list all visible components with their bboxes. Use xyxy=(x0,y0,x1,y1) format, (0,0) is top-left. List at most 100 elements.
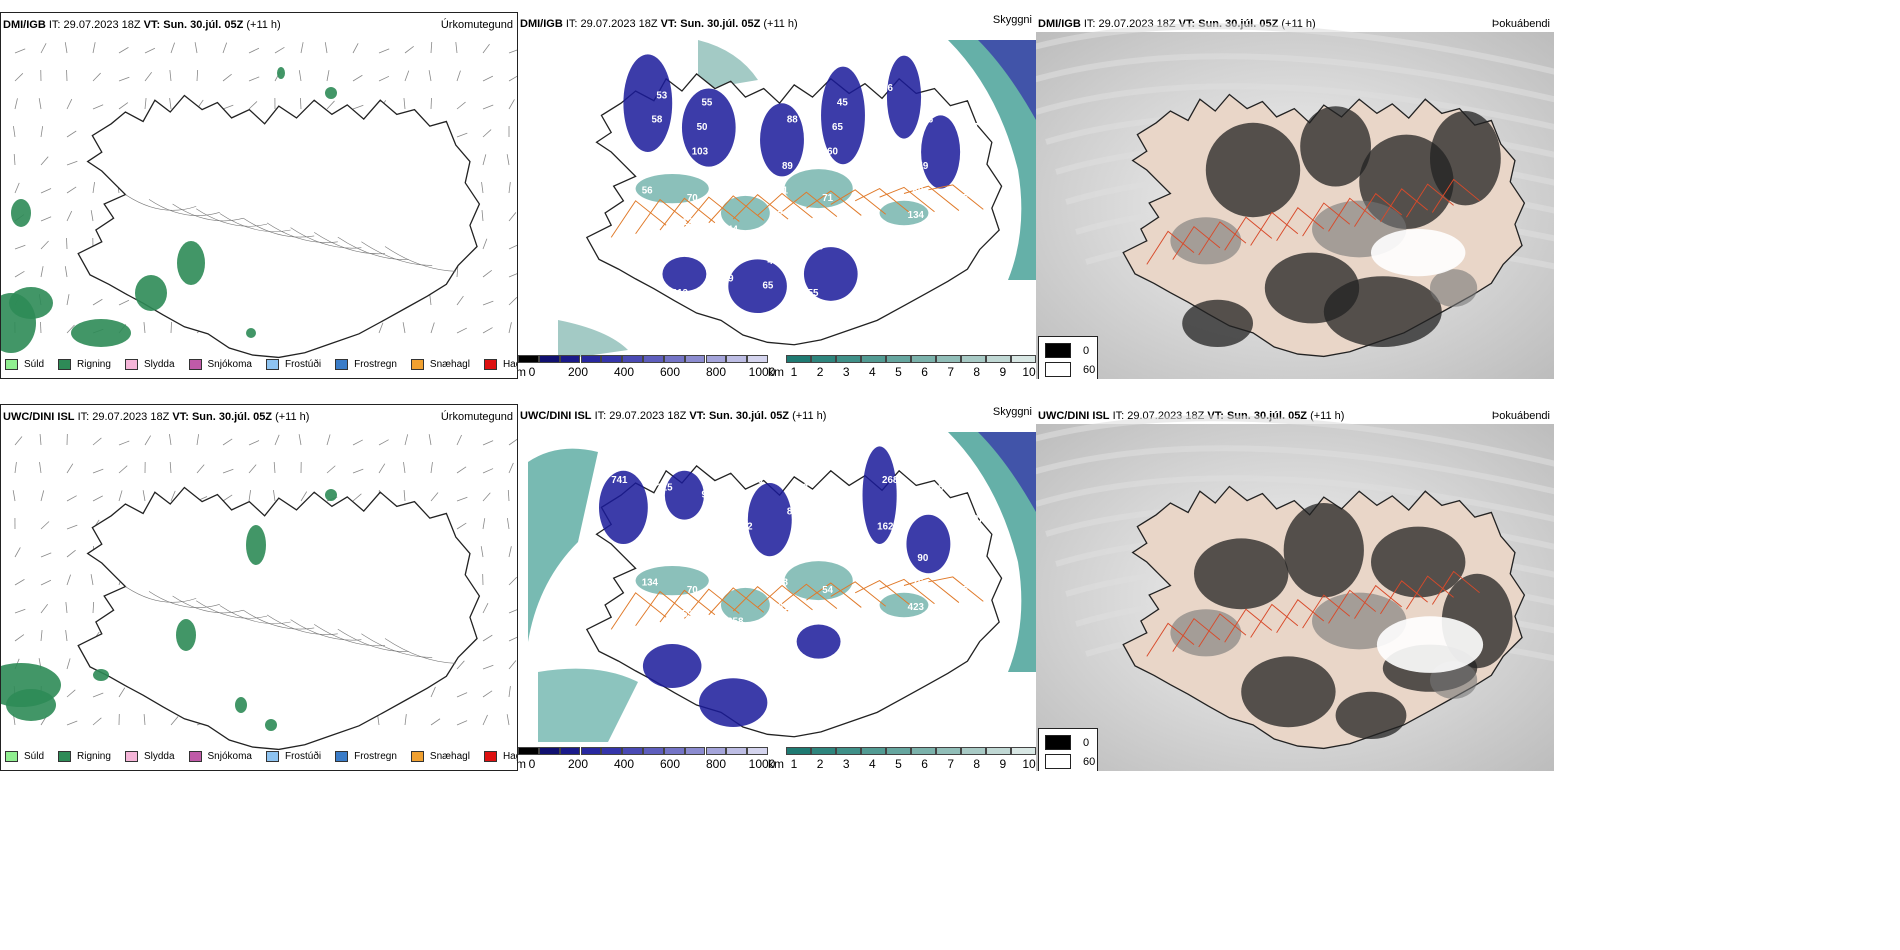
map-value-label: 56 xyxy=(922,115,933,126)
panel-title: Skyggni xyxy=(992,406,1032,418)
cloud-panel-bottom: UWC/DINI ISL IT: 29.07.2023 18Z VT: Sun.… xyxy=(1036,404,1554,771)
colorbar-tick: 5 xyxy=(895,365,902,379)
iceland-coastline xyxy=(77,486,481,751)
map-value-label: 134 xyxy=(642,577,659,588)
map-value-label: 85 xyxy=(637,210,648,221)
colorbar-segment xyxy=(936,355,961,363)
legend-low-label: 0 xyxy=(1083,736,1090,749)
map-value-label: 87 xyxy=(627,281,638,292)
colorbar-tick: 400 xyxy=(613,757,635,771)
map-value-label: 56 xyxy=(642,185,653,196)
legend-item: Frostúði xyxy=(265,750,321,762)
map-value-label: 54 xyxy=(632,256,643,267)
legend-swatch xyxy=(58,358,72,370)
map-value-label: 58 xyxy=(651,115,662,126)
legend-swatch xyxy=(483,750,497,762)
map-value-label: 53 xyxy=(953,217,964,228)
legend-swatch xyxy=(124,750,138,762)
legend-white-swatch xyxy=(1045,362,1071,377)
colorbar-segment xyxy=(936,747,961,755)
colorbar-segment xyxy=(663,355,685,363)
map-value-label: 65 xyxy=(747,83,758,94)
map-value-label: 58 xyxy=(792,90,803,101)
colorbar-tick: 6 xyxy=(921,757,928,771)
map-value-label: 65 xyxy=(762,281,773,292)
legend-swatch xyxy=(124,358,138,370)
map-value-label: 67 xyxy=(611,83,622,94)
visibility-map: 741 215 95 100 153 84 268 206 77 69 62 82 83 148 162 88… xyxy=(528,432,1036,742)
panel-title: Þokuábendi xyxy=(1491,18,1550,30)
colorbar-tick: 0 xyxy=(528,365,536,379)
colorbar-segment xyxy=(1011,355,1036,363)
map-value-label: 71 xyxy=(822,193,833,204)
legend-label: Snæhagl xyxy=(429,358,470,370)
map-value-label: 48 xyxy=(863,225,874,236)
colorbar-tick: 7 xyxy=(947,365,954,379)
legend-item: Slydda xyxy=(124,358,175,370)
visibility-colorbar: km 1 2 3 4 5 6 7 8 9 10 xyxy=(768,355,1036,379)
panel-title: Þokuábendi xyxy=(1491,410,1550,422)
legend-label: Frostregn xyxy=(354,750,397,762)
panel-title: Skyggni xyxy=(992,14,1032,26)
colorbar-tick: 7 xyxy=(947,757,954,771)
map-value-label: 112 xyxy=(782,553,798,564)
legend-swatch xyxy=(188,358,202,370)
map-value-label: 241 xyxy=(863,617,880,628)
colorbar-segment xyxy=(726,747,748,755)
legend-item: Frostregn xyxy=(335,750,397,762)
map-value-label: 63 xyxy=(858,249,869,260)
colorbar-segment xyxy=(705,747,727,755)
map-value-label: 258 xyxy=(727,617,744,628)
map-value-label: 48 xyxy=(777,577,788,588)
legend-label: Snæhagl xyxy=(429,750,470,762)
map-value-label: 77 xyxy=(872,154,883,165)
map-value-label: 62 xyxy=(817,217,828,228)
colorbar-segment xyxy=(559,747,581,755)
map-value-label: 134 xyxy=(908,210,925,221)
map-value-label: 77 xyxy=(958,193,969,204)
legend-swatch xyxy=(410,358,424,370)
colorbar-unit: m xyxy=(518,757,526,771)
legend-label: Rigning xyxy=(77,750,111,762)
legend-label: Slydda xyxy=(143,358,175,370)
map-value-label: 423 xyxy=(908,602,925,613)
precip-type-panel-bottom: UWC/DINI ISL IT: 29.07.2023 18Z VT: Sun.… xyxy=(0,404,518,771)
cloud-map xyxy=(1036,415,1554,771)
legend-label: Haglél xyxy=(502,750,517,762)
colorbar-tick: 400 xyxy=(613,365,635,379)
colorbar-segment xyxy=(643,747,664,755)
colorbar-tick: 2 xyxy=(816,365,824,379)
legend-item: Snjókoma xyxy=(188,750,252,762)
map-value-label: 86 xyxy=(882,83,893,94)
legend-swatch xyxy=(483,358,497,370)
map-value-label: 70 xyxy=(687,585,698,596)
map-value-label: 55 xyxy=(637,602,648,613)
legend-label: Frostúði xyxy=(284,358,322,370)
map-value-label: 54 xyxy=(822,585,833,596)
legend-low-label: 0 xyxy=(1083,344,1090,357)
legend-label: Snjókoma xyxy=(207,750,252,762)
colorbar-segment xyxy=(622,355,643,363)
colorbar-segment xyxy=(518,747,539,755)
colorbar-tick: 600 xyxy=(659,365,681,379)
legend-item: Frostúði xyxy=(265,358,322,370)
colorbar-segment xyxy=(559,355,581,363)
legend-item: Rigning xyxy=(58,358,111,370)
map-value-label: 76 xyxy=(913,577,924,588)
map-value-label: 159 xyxy=(717,273,734,284)
colorbar-segment xyxy=(580,747,602,755)
map-value-label: 113 xyxy=(672,288,688,299)
colorbar-segment xyxy=(986,355,1011,363)
legend-item: Snæhagl xyxy=(410,750,470,762)
map-value-label: 84 xyxy=(692,538,703,549)
precip-type-map xyxy=(1,433,517,751)
iceland-coastline xyxy=(77,94,481,359)
legend-swatch xyxy=(265,750,279,762)
colorbar-segment xyxy=(518,355,539,363)
ceiling-colorbar: m 0 200 400 600 800 1000 xyxy=(518,747,775,771)
legend-swatch xyxy=(410,750,424,762)
legend-white-swatch xyxy=(1045,754,1071,769)
colorbar-segment xyxy=(836,355,861,363)
colorbar-segment xyxy=(1011,747,1036,755)
map-value-label: 77 xyxy=(967,122,978,133)
